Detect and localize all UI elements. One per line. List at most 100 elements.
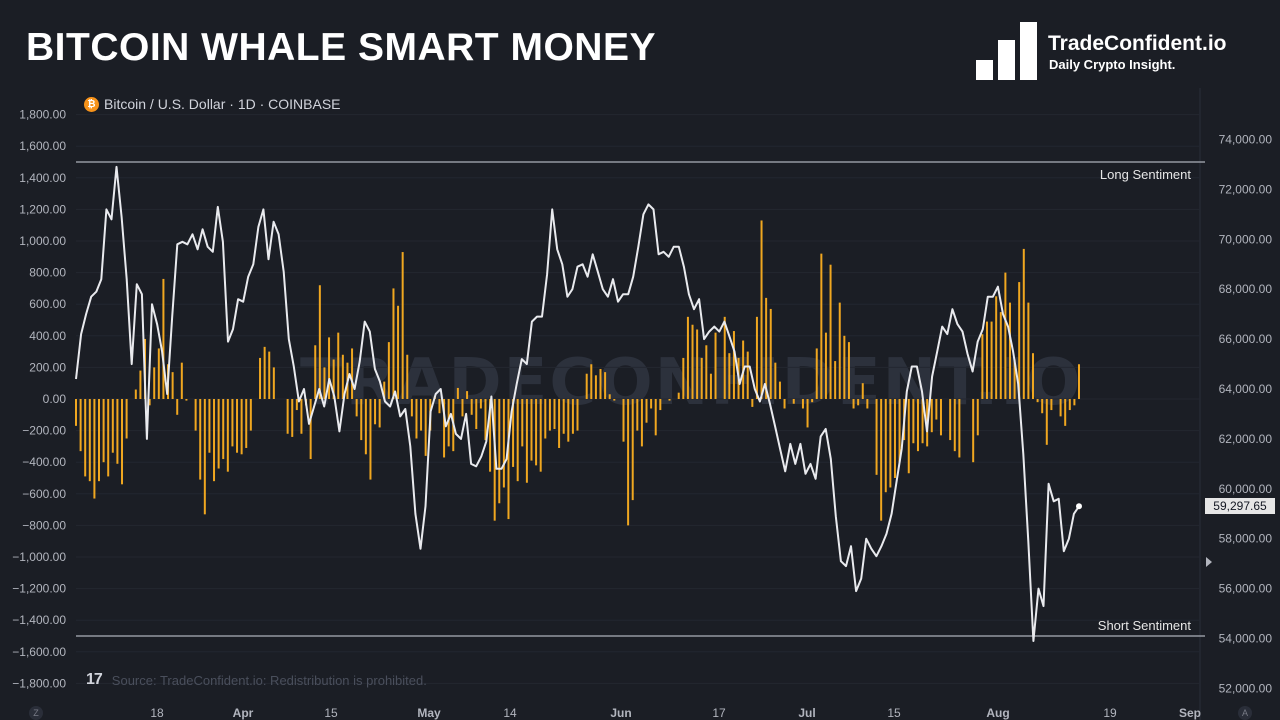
smart-money-bar [608, 394, 611, 399]
smart-money-bar [732, 331, 735, 399]
smart-money-bar [157, 348, 160, 399]
auto-scale-button[interactable]: A [1238, 706, 1252, 720]
x-axis-tick: Jun [610, 706, 631, 720]
smart-money-bar [544, 399, 547, 439]
smart-money-bar [820, 253, 823, 399]
smart-money-bar [116, 399, 119, 464]
smart-money-bar [171, 372, 174, 399]
smart-money-bar [332, 359, 335, 399]
smart-money-bar [585, 373, 588, 399]
timezone-button[interactable]: Z [29, 706, 43, 720]
brand-logo: TradeConfident.io Daily Crypto Insight. [976, 20, 1256, 82]
x-axis-tick: Jul [798, 706, 815, 720]
smart-money-bar [907, 399, 910, 474]
smart-money-bar [567, 399, 570, 442]
smart-money-bar [746, 351, 749, 399]
smart-money-bar [778, 381, 781, 399]
smart-money-bar [1022, 248, 1025, 399]
right-axis-tick: 70,000.00 [1219, 232, 1273, 246]
bitcoin-icon: ₿ [84, 96, 99, 112]
smart-money-bar [705, 345, 708, 399]
smart-money-bar [535, 399, 538, 466]
smart-money-bar [410, 399, 413, 417]
smart-money-bar [1036, 399, 1039, 403]
smart-money-bar [162, 278, 165, 399]
smart-money-bar [456, 387, 459, 399]
left-axis-tick: 1,600.00 [19, 139, 66, 153]
smart-money-bar [604, 372, 607, 399]
smart-money-bar [424, 399, 427, 456]
btc-price-line [75, 165, 1080, 642]
smart-money-bar [1008, 302, 1011, 399]
smart-money-bar [420, 399, 423, 431]
symbol-legend[interactable]: ₿ Bitcoin / U.S. Dollar · 1D · COINBASE [84, 96, 341, 112]
smart-money-bar [847, 342, 850, 399]
smart-money-bar [111, 399, 114, 453]
smart-money-bar [1041, 399, 1044, 414]
smart-money-bar [976, 399, 979, 436]
smart-money-bar [627, 399, 630, 526]
left-axis-tick: −1,400.00 [12, 613, 66, 627]
smart-money-bar [838, 302, 841, 399]
smart-money-bar [102, 399, 105, 463]
left-axis-tick: 1,000.00 [19, 234, 66, 248]
smart-money-bar [139, 370, 142, 399]
smart-money-bar [213, 399, 216, 482]
left-axis-tick: −1,600.00 [12, 645, 66, 659]
brand-tagline: Daily Crypto Insight. [1049, 57, 1176, 72]
left-axis-tick: 1,800.00 [19, 108, 66, 122]
smart-money-bar [259, 357, 262, 399]
left-axis-tick: −1,800.00 [12, 676, 66, 690]
smart-money-bar [1031, 353, 1034, 399]
smart-money-bar [443, 399, 446, 458]
smart-money-bar [631, 399, 634, 501]
long-sentiment-label: Long Sentiment [1100, 167, 1191, 182]
smart-money-bar [447, 399, 450, 447]
smart-money-bar [203, 399, 206, 515]
smart-money-bar [1004, 272, 1007, 399]
smart-money-bar [530, 399, 533, 461]
smart-money-bar [337, 332, 340, 399]
right-axis-tick: 66,000.00 [1219, 332, 1273, 346]
smart-money-bar [387, 342, 390, 399]
smart-money-bar [1013, 359, 1016, 399]
smart-money-bar [217, 399, 220, 469]
smart-money-bar [700, 357, 703, 399]
smart-money-bar [728, 353, 731, 399]
smart-money-bar [268, 351, 271, 399]
right-axis-tick: 68,000.00 [1219, 282, 1273, 296]
smart-money-bar [263, 346, 266, 399]
smart-money-bar [364, 399, 367, 455]
smart-money-bar [148, 399, 151, 406]
current-price-tag: 59,297.65 [1205, 498, 1275, 514]
smart-money-bar [1059, 399, 1062, 417]
smart-money-bar [668, 399, 671, 401]
chart-title: BITCOIN WHALE SMART MONEY [26, 26, 656, 69]
left-axis-tick: −800.00 [22, 518, 66, 532]
left-axis-tick: 800.00 [29, 266, 66, 280]
smart-money-bar [525, 399, 528, 483]
smart-money-bar [461, 399, 464, 417]
smart-money-bar [875, 399, 878, 475]
smart-money-bar [723, 316, 726, 399]
smart-money-bar [995, 296, 998, 399]
smart-money-bar [792, 399, 795, 404]
smart-money-bar [516, 399, 519, 482]
right-axis-tick: 58,000.00 [1219, 532, 1273, 546]
smart-money-bar [272, 367, 275, 399]
smart-money-bar [300, 399, 303, 434]
smart-money-bar [958, 399, 961, 458]
smart-money-bar [659, 399, 662, 411]
source-note: 17 Source: TradeConfident.io: Redistribu… [86, 671, 427, 689]
smart-money-bar [686, 316, 689, 399]
smart-money-bar [571, 399, 574, 434]
smart-money-bar [912, 399, 915, 444]
source-text: Source: TradeConfident.io: Redistributio… [111, 672, 427, 688]
left-axis-tick: −1,200.00 [12, 582, 66, 596]
smart-money-bar [180, 362, 183, 399]
smart-money-bar [107, 399, 110, 477]
smart-money-bar [351, 348, 354, 399]
smart-money-bar [765, 297, 768, 399]
smart-money-bar [682, 357, 685, 399]
